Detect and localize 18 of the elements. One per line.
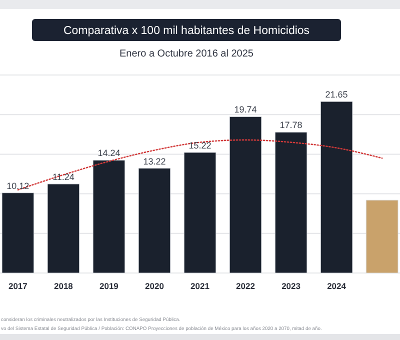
- x-tick-label: 2023: [282, 281, 301, 291]
- chart-title: Comparativa x 100 mil habitantes de Homicidios: [63, 25, 310, 37]
- data-label: 15.22: [188, 140, 212, 150]
- x-tick-label: 2018: [54, 281, 74, 291]
- data-label: 17.78: [280, 120, 302, 130]
- data-label: 10.12: [6, 180, 30, 191]
- x-tick-label: 2020: [145, 281, 164, 291]
- x-tick-label: 2019: [100, 281, 119, 291]
- x-tick-label: 2017: [8, 281, 28, 291]
- data-label: 19.74: [234, 104, 257, 115]
- chart-subtitle: Enero a Octubre 2016 al 2025: [120, 48, 254, 60]
- data-label: 11.24: [52, 172, 74, 182]
- data-label: 14.24: [98, 148, 120, 158]
- x-tick-label: 2022: [236, 281, 256, 291]
- data-label: 21.65: [325, 90, 348, 100]
- data-label: 13.22: [143, 156, 166, 166]
- x-tick-label: 2024: [327, 281, 346, 291]
- x-tick-label: 2021: [190, 281, 210, 291]
